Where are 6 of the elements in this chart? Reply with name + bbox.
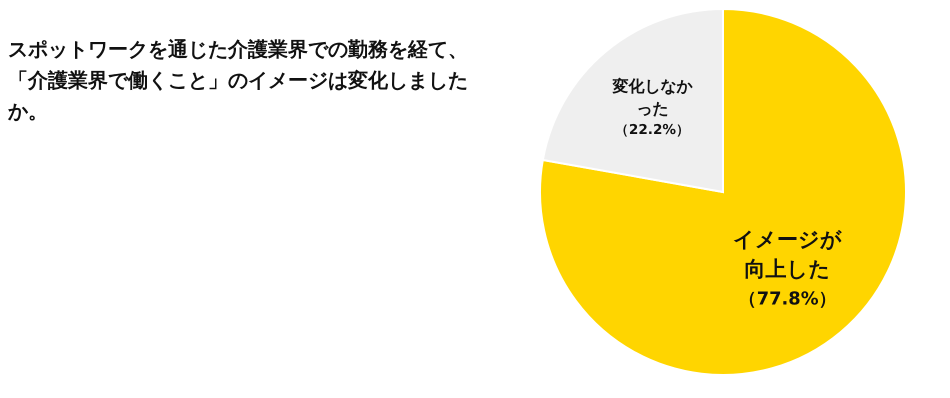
slice-label: 変化しなかった: [611, 76, 694, 118]
slice-label: イメージが向上した: [733, 228, 842, 282]
data-label: （77.8%）: [738, 288, 837, 310]
data-label: （22.2%）: [614, 122, 690, 138]
text: スポットワークを通じた介護業界での勤務を経て、「介護業界で働くこと」のイメージは変化しましたか。: [8, 36, 469, 125]
pie-slice: [539, 8, 907, 376]
